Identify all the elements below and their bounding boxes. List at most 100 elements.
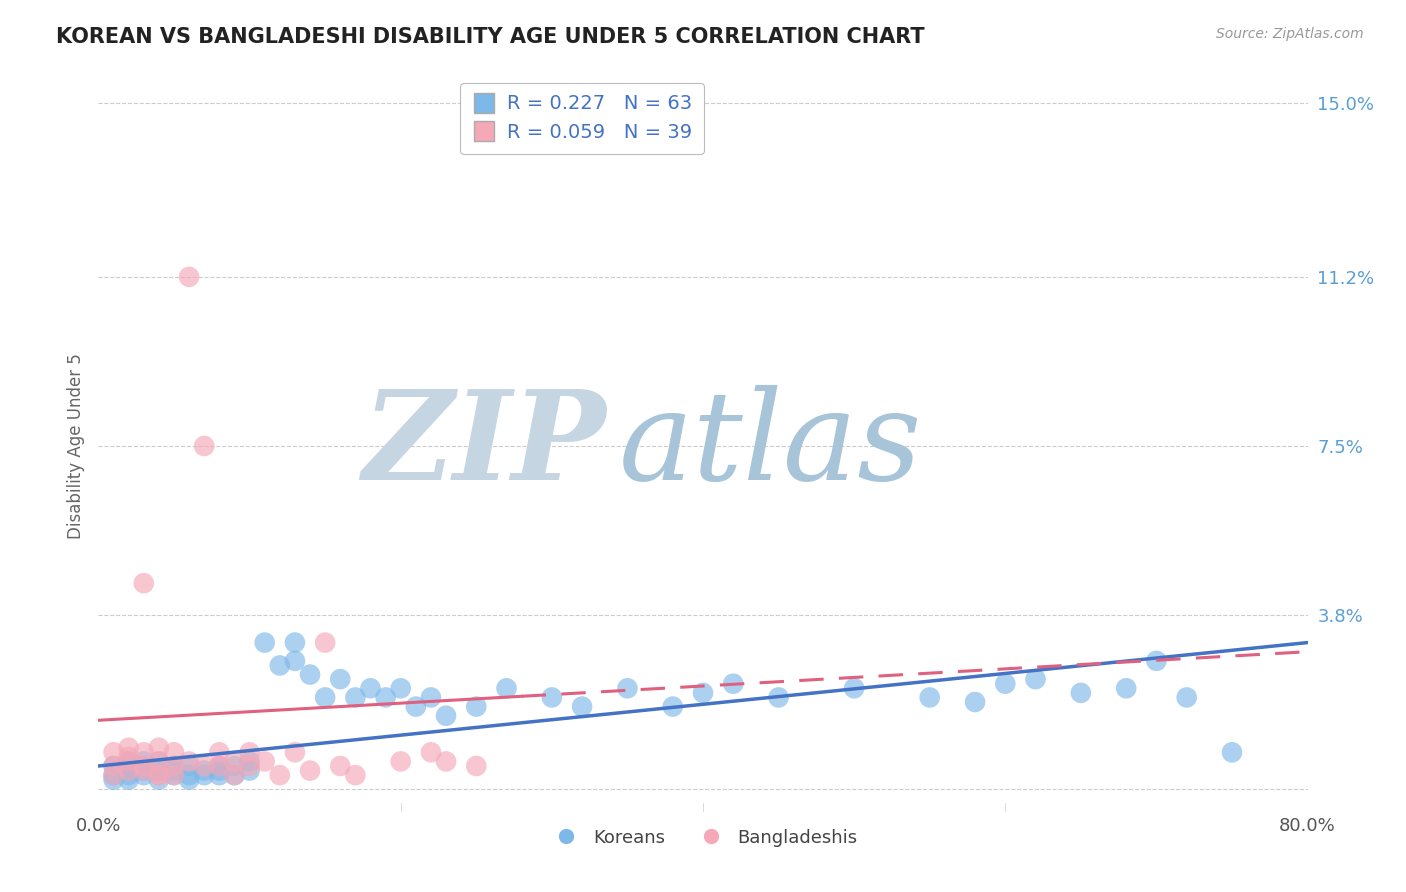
Point: [284, 635, 307, 649]
Point: [208, 764, 231, 778]
Point: [148, 764, 170, 778]
Point: [224, 768, 246, 782]
Point: [299, 667, 322, 681]
Text: KOREAN VS BANGLADESHI DISABILITY AGE UNDER 5 CORRELATION CHART: KOREAN VS BANGLADESHI DISABILITY AGE UND…: [56, 27, 925, 46]
Point: [103, 768, 125, 782]
Point: [179, 269, 201, 284]
Point: [193, 768, 215, 782]
Point: [1220, 745, 1243, 759]
Point: [329, 759, 352, 773]
Point: [132, 759, 155, 773]
Text: atlas: atlas: [619, 385, 922, 507]
Point: [148, 772, 170, 787]
Text: Source: ZipAtlas.com: Source: ZipAtlas.com: [1216, 27, 1364, 41]
Point: [239, 745, 262, 759]
Point: [224, 768, 246, 782]
Point: [148, 755, 170, 769]
Point: [1175, 690, 1198, 705]
Point: [118, 755, 141, 769]
Point: [193, 764, 215, 778]
Point: [284, 654, 307, 668]
Point: [465, 699, 488, 714]
Point: [132, 755, 155, 769]
Point: [103, 745, 125, 759]
Point: [132, 745, 155, 759]
Point: [616, 681, 638, 696]
Point: [193, 439, 215, 453]
Point: [1144, 654, 1167, 668]
Point: [434, 755, 457, 769]
Text: ZIP: ZIP: [363, 385, 606, 507]
Point: [253, 755, 276, 769]
Point: [253, 635, 276, 649]
Point: [179, 772, 201, 787]
Point: [132, 576, 155, 591]
Point: [571, 699, 593, 714]
Point: [405, 699, 427, 714]
Point: [118, 759, 141, 773]
Point: [723, 676, 745, 690]
Point: [239, 759, 262, 773]
Point: [103, 759, 125, 773]
Point: [360, 681, 382, 696]
Point: [148, 740, 170, 755]
Point: [224, 759, 246, 773]
Point: [994, 676, 1017, 690]
Point: [374, 690, 396, 705]
Point: [768, 690, 790, 705]
Point: [132, 764, 155, 778]
Point: [420, 745, 443, 759]
Point: [118, 768, 141, 782]
Point: [118, 740, 141, 755]
Point: [163, 764, 186, 778]
Point: [163, 768, 186, 782]
Point: [163, 759, 186, 773]
Point: [389, 755, 412, 769]
Point: [208, 759, 231, 773]
Point: [224, 755, 246, 769]
Point: [314, 635, 336, 649]
Point: [540, 690, 562, 705]
Point: [344, 768, 367, 782]
Point: [420, 690, 443, 705]
Point: [179, 759, 201, 773]
Point: [148, 768, 170, 782]
Point: [239, 764, 262, 778]
Point: [208, 745, 231, 759]
Point: [1024, 672, 1046, 686]
Point: [193, 759, 215, 773]
Point: [163, 759, 186, 773]
Point: [179, 755, 201, 769]
Point: [132, 768, 155, 782]
Point: [239, 755, 262, 769]
Y-axis label: Disability Age Under 5: Disability Age Under 5: [66, 353, 84, 539]
Point: [118, 764, 141, 778]
Point: [163, 768, 186, 782]
Point: [148, 768, 170, 782]
Point: [661, 699, 683, 714]
Point: [269, 768, 291, 782]
Point: [299, 764, 322, 778]
Point: [314, 690, 336, 705]
Point: [1070, 686, 1092, 700]
Point: [132, 764, 155, 778]
Point: [103, 759, 125, 773]
Point: [965, 695, 987, 709]
Point: [118, 749, 141, 764]
Point: [284, 745, 307, 759]
Point: [495, 681, 517, 696]
Point: [118, 772, 141, 787]
Point: [208, 759, 231, 773]
Point: [389, 681, 412, 696]
Point: [269, 658, 291, 673]
Point: [132, 759, 155, 773]
Point: [148, 755, 170, 769]
Point: [103, 772, 125, 787]
Point: [118, 764, 141, 778]
Point: [844, 681, 866, 696]
Point: [103, 768, 125, 782]
Point: [208, 768, 231, 782]
Point: [118, 755, 141, 769]
Legend: Koreans, Bangladeshis: Koreans, Bangladeshis: [541, 822, 865, 854]
Point: [1115, 681, 1137, 696]
